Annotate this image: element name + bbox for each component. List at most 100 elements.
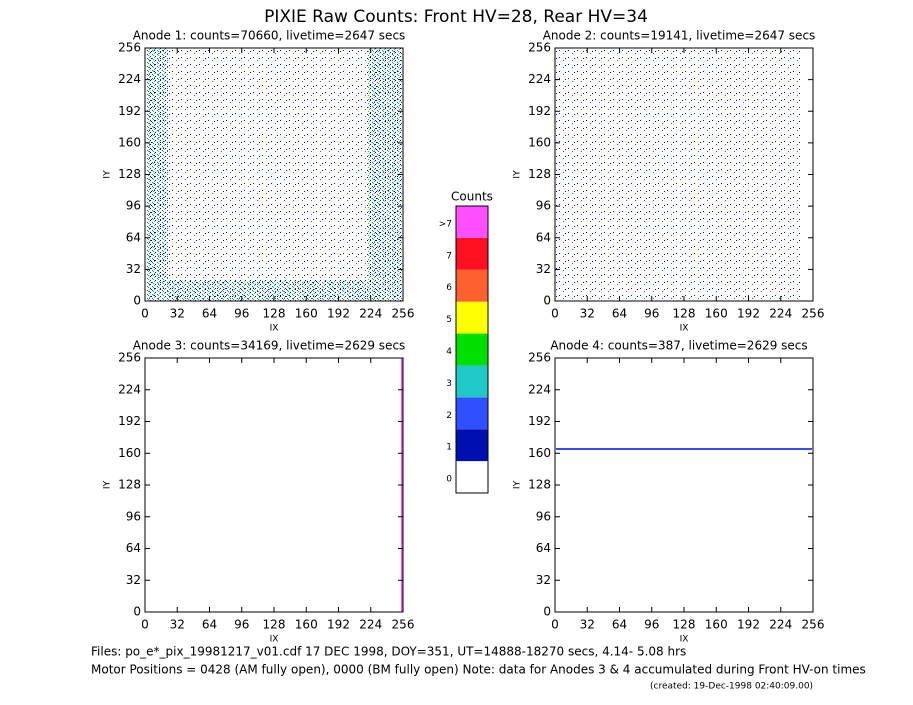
colorbar-box [456,206,488,238]
y-tick-label: 0 [133,294,141,308]
x-tick-label: 256 [392,307,415,321]
x-tick-label: 224 [359,307,382,321]
x-tick-label: 224 [769,618,792,632]
y-tick-label: 160 [528,135,551,149]
y-tick-label: 64 [126,541,141,555]
x-tick-label: 0 [551,307,559,321]
x-tick-label: 192 [327,307,350,321]
x-tick-label: 160 [295,618,318,632]
y-tick-label: 160 [118,135,141,149]
y-axis-label: IY [103,480,113,489]
x-axis-label: IX [680,324,689,334]
colorbar-label: >7 [439,219,452,229]
x-tick-label: 96 [644,618,659,632]
y-tick-label: 224 [118,382,141,396]
y-axis-label: IY [103,170,113,179]
x-tick-label: 0 [141,618,149,632]
chart-title: PIXIE Raw Counts: Front HV=28, Rear HV=3… [264,7,648,27]
created-note: (created: 19-Dec-1998 02:40:09.00) [650,682,813,692]
y-tick-label: 256 [118,351,141,365]
x-tick-label: 192 [737,307,760,321]
x-tick-label: 64 [612,618,627,632]
x-tick-label: 0 [551,618,559,632]
y-tick-label: 192 [118,104,141,118]
x-tick-label: 160 [705,307,728,321]
x-tick-label: 96 [234,618,249,632]
x-tick-label: 96 [234,307,249,321]
colorbar-label: 7 [446,251,452,261]
colorbar-label: 3 [446,379,452,389]
x-tick-label: 0 [141,307,149,321]
colorbar-box [456,429,488,462]
y-tick-label: 224 [528,382,551,396]
y-tick-label: 160 [118,446,141,460]
y-tick-label: 96 [126,199,141,213]
y-tick-label: 64 [536,541,551,555]
y-tick-label: 128 [528,478,551,492]
colorbar-label: 4 [446,347,452,357]
y-tick-label: 96 [126,509,141,523]
colorbar-label: 6 [446,283,452,293]
colorbar-box [456,237,488,270]
y-tick-label: 32 [126,262,141,276]
colorbar-frame [455,205,489,494]
x-tick-label: 64 [202,618,217,632]
x-tick-label: 128 [673,618,696,632]
y-tick-label: 96 [536,509,551,523]
colorbar-label: 1 [446,443,452,453]
x-tick-label: 64 [202,307,217,321]
colorbar-box [456,397,488,430]
y-tick-label: 224 [118,72,141,86]
y-tick-label: 256 [118,41,141,55]
x-tick-label: 160 [705,618,728,632]
y-tick-label: 256 [528,351,551,365]
x-tick-label: 32 [580,307,595,321]
y-tick-label: 128 [118,478,141,492]
x-tick-label: 192 [327,618,350,632]
x-tick-label: 32 [580,618,595,632]
y-tick-label: 128 [528,167,551,181]
y-tick-label: 192 [528,104,551,118]
y-tick-label: 64 [126,230,141,244]
footer-line: Motor Positions = 0428 (AM fully open), … [91,663,866,677]
panel-title: Anode 4: counts=387, livetime=2629 secs [550,339,807,353]
colorbar-box [456,301,488,334]
y-tick-label: 64 [536,230,551,244]
y-axis-label: IY [513,480,523,489]
colorbar-box [456,333,488,366]
x-axis-label: IX [270,324,279,334]
y-tick-label: 96 [536,199,551,213]
y-tick-label: 0 [133,605,141,619]
x-tick-label: 192 [737,618,760,632]
colorbar-box [456,365,488,398]
x-tick-label: 128 [263,307,286,321]
x-tick-label: 224 [769,307,792,321]
panel-title: Anode 2: counts=19141, livetime=2647 sec… [543,29,816,43]
colorbar-label: 5 [446,315,452,325]
x-tick-label: 32 [170,618,185,632]
plot-frame [554,357,814,613]
x-tick-label: 96 [644,307,659,321]
colorbar-box [456,461,488,493]
y-tick-label: 128 [118,167,141,181]
y-tick-label: 0 [543,605,551,619]
y-tick-label: 192 [528,414,551,428]
y-axis-label: IY [513,170,523,179]
y-tick-label: 224 [528,72,551,86]
panel-title: Anode 3: counts=34169, livetime=2629 sec… [133,339,406,353]
y-tick-label: 0 [543,294,551,308]
colorbar-box [456,269,488,302]
y-tick-label: 32 [536,573,551,587]
colorbar-label: 2 [446,411,452,421]
x-tick-label: 224 [359,618,382,632]
x-axis-label: IX [680,635,689,645]
footer-line: Files: po_e*_pix_19981217_v01.cdf 17 DEC… [91,645,686,659]
x-tick-label: 64 [612,307,627,321]
x-tick-label: 128 [673,307,696,321]
x-tick-label: 256 [392,618,415,632]
panel-title: Anode 1: counts=70660, livetime=2647 sec… [133,29,406,43]
y-tick-label: 256 [528,41,551,55]
x-tick-label: 256 [802,618,825,632]
x-tick-label: 160 [295,307,318,321]
